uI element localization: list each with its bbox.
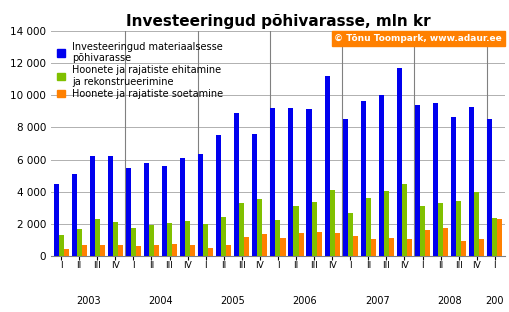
Bar <box>424 230 429 256</box>
Bar <box>342 119 347 256</box>
Bar <box>71 174 76 256</box>
Bar <box>432 103 437 256</box>
Bar <box>166 223 172 256</box>
Text: 2006: 2006 <box>292 296 317 306</box>
Bar <box>208 248 213 256</box>
Bar <box>306 109 311 256</box>
Bar <box>370 239 375 256</box>
Bar <box>496 219 501 256</box>
Bar <box>190 246 195 256</box>
Bar <box>197 154 203 256</box>
Bar <box>59 235 64 256</box>
Bar <box>154 245 159 256</box>
Bar <box>406 239 411 256</box>
Bar <box>90 156 95 256</box>
Bar <box>293 206 298 256</box>
Bar <box>100 245 105 256</box>
Bar <box>239 203 244 256</box>
Bar <box>491 218 496 256</box>
Text: 2005: 2005 <box>220 296 245 306</box>
Bar <box>234 113 239 256</box>
Bar <box>450 117 455 256</box>
Bar <box>144 163 149 256</box>
Bar <box>203 224 208 256</box>
Bar <box>352 236 357 256</box>
Bar <box>437 203 442 256</box>
Text: 2008: 2008 <box>436 296 461 306</box>
Text: 200: 200 <box>485 296 503 306</box>
Bar <box>118 245 123 256</box>
Bar <box>136 246 140 256</box>
Bar <box>275 220 280 256</box>
Bar <box>172 244 177 256</box>
Bar <box>388 238 393 256</box>
Bar <box>280 238 285 256</box>
Bar <box>149 225 154 256</box>
Bar <box>360 101 365 256</box>
Bar <box>257 199 262 256</box>
Bar <box>455 201 460 256</box>
Bar <box>378 95 383 256</box>
Bar <box>473 192 478 256</box>
Text: 2003: 2003 <box>76 296 100 306</box>
Bar <box>95 219 100 256</box>
Bar <box>216 135 221 256</box>
Bar <box>324 76 329 256</box>
Bar <box>298 233 303 256</box>
Bar <box>288 108 293 256</box>
Bar <box>226 245 231 256</box>
Bar <box>53 184 59 256</box>
Bar <box>486 119 491 256</box>
Legend: Investeeringud materiaalsesse
põhivarasse, Hoonete ja rajatiste ehitamine
ja rek: Investeeringud materiaalsesse põhivarass… <box>56 41 224 100</box>
Bar <box>107 156 112 256</box>
Bar <box>270 108 275 256</box>
Bar <box>221 217 226 256</box>
Bar <box>478 239 484 256</box>
Bar <box>64 249 69 256</box>
Bar <box>311 202 316 256</box>
Bar <box>131 228 136 256</box>
Bar <box>180 158 185 256</box>
Text: 2004: 2004 <box>148 296 173 306</box>
Bar <box>329 190 334 256</box>
Bar <box>185 221 190 256</box>
Bar <box>365 198 370 256</box>
Bar <box>401 184 406 256</box>
Bar <box>460 241 465 256</box>
Bar <box>76 229 81 256</box>
Bar <box>468 107 473 256</box>
Bar <box>244 236 249 256</box>
Bar <box>126 168 131 256</box>
Bar <box>414 105 419 256</box>
Bar <box>81 246 87 256</box>
Bar <box>442 228 447 256</box>
Bar <box>252 134 257 256</box>
Text: © Tõnu Toompark, www.adaur.ee: © Tõnu Toompark, www.adaur.ee <box>334 34 501 43</box>
Bar <box>316 232 321 256</box>
Bar <box>396 68 401 256</box>
Bar <box>419 206 424 256</box>
Title: Investeeringud põhivarasse, mln kr: Investeeringud põhivarasse, mln kr <box>125 14 430 29</box>
Bar <box>347 212 352 256</box>
Bar <box>262 234 267 256</box>
Bar <box>383 191 388 256</box>
Bar <box>334 233 339 256</box>
Text: 2007: 2007 <box>364 296 389 306</box>
Bar <box>112 222 118 256</box>
Bar <box>162 166 166 256</box>
